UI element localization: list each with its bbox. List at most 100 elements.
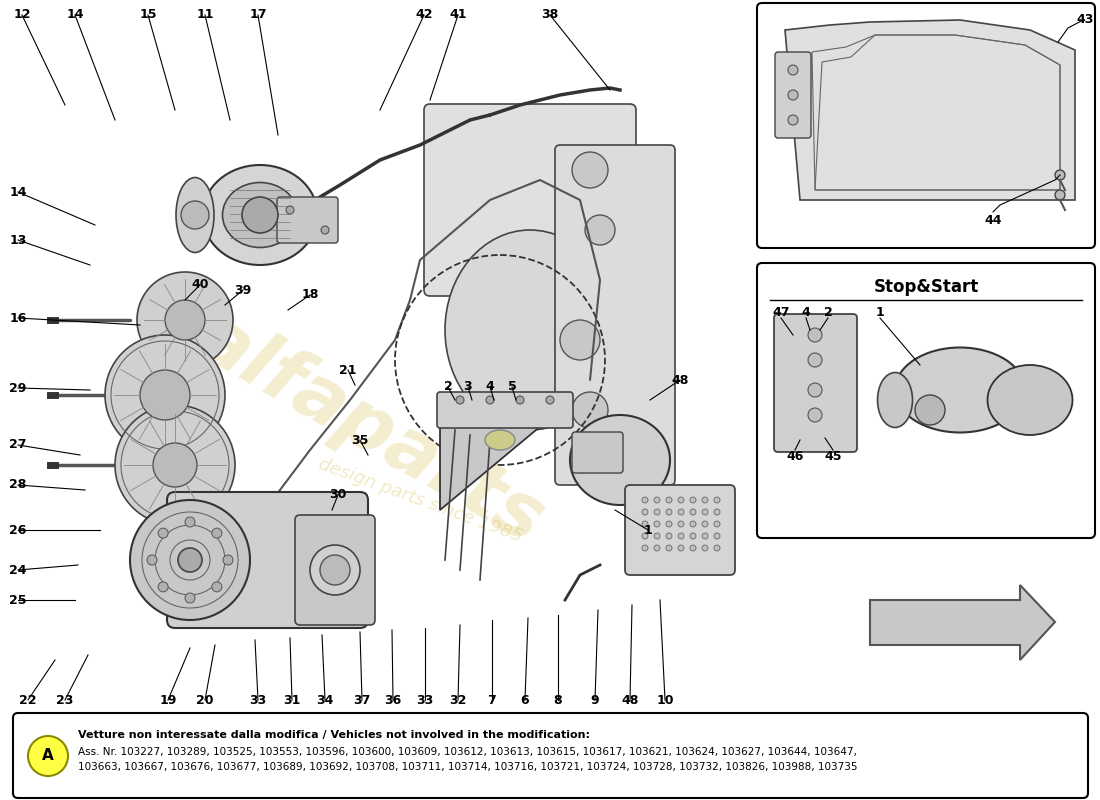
- Text: 41: 41: [449, 9, 466, 22]
- Text: 5: 5: [507, 381, 516, 394]
- Circle shape: [140, 370, 190, 420]
- Ellipse shape: [988, 365, 1072, 435]
- Circle shape: [714, 497, 720, 503]
- Text: 1: 1: [876, 306, 884, 318]
- Circle shape: [702, 509, 708, 515]
- Circle shape: [890, 385, 910, 405]
- Ellipse shape: [138, 272, 233, 368]
- Text: 36: 36: [384, 694, 402, 706]
- Text: A: A: [42, 749, 54, 763]
- Circle shape: [242, 197, 278, 233]
- Ellipse shape: [485, 430, 515, 450]
- Text: 32: 32: [449, 694, 466, 706]
- Circle shape: [286, 206, 294, 214]
- Text: 17: 17: [250, 9, 266, 22]
- Text: 16: 16: [9, 311, 26, 325]
- Text: 27: 27: [9, 438, 26, 451]
- Circle shape: [666, 509, 672, 515]
- Circle shape: [678, 521, 684, 527]
- Circle shape: [212, 528, 222, 538]
- Text: 46: 46: [786, 450, 804, 463]
- Text: 22: 22: [20, 694, 36, 706]
- Circle shape: [654, 545, 660, 551]
- Text: 26: 26: [9, 523, 26, 537]
- Circle shape: [690, 497, 696, 503]
- Text: 48: 48: [671, 374, 689, 386]
- Circle shape: [714, 533, 720, 539]
- Polygon shape: [870, 585, 1055, 660]
- Ellipse shape: [878, 373, 913, 427]
- Circle shape: [666, 533, 672, 539]
- Ellipse shape: [176, 178, 214, 253]
- Circle shape: [666, 521, 672, 527]
- Text: 47: 47: [772, 306, 790, 318]
- Circle shape: [560, 320, 600, 360]
- FancyBboxPatch shape: [776, 52, 811, 138]
- Circle shape: [788, 90, 798, 100]
- Text: 44: 44: [984, 214, 1002, 226]
- Circle shape: [702, 521, 708, 527]
- Text: 1: 1: [644, 523, 652, 537]
- Circle shape: [678, 545, 684, 551]
- Text: 40: 40: [191, 278, 209, 291]
- Circle shape: [654, 533, 660, 539]
- Circle shape: [808, 408, 822, 422]
- Text: 48: 48: [621, 694, 639, 706]
- Text: 6: 6: [520, 694, 529, 706]
- FancyBboxPatch shape: [295, 515, 375, 625]
- Circle shape: [158, 582, 168, 592]
- Text: 13: 13: [9, 234, 26, 246]
- Polygon shape: [440, 410, 560, 510]
- Circle shape: [147, 555, 157, 565]
- FancyBboxPatch shape: [167, 492, 368, 628]
- Circle shape: [1055, 170, 1065, 180]
- Circle shape: [516, 396, 524, 404]
- Circle shape: [654, 521, 660, 527]
- Text: 28: 28: [9, 478, 26, 491]
- Circle shape: [678, 509, 684, 515]
- Circle shape: [212, 582, 222, 592]
- Circle shape: [702, 545, 708, 551]
- Circle shape: [714, 509, 720, 515]
- Circle shape: [486, 396, 494, 404]
- Circle shape: [182, 201, 209, 229]
- Text: Vetture non interessate dalla modifica / Vehicles not involved in the modificati: Vetture non interessate dalla modifica /…: [78, 730, 590, 740]
- Circle shape: [702, 497, 708, 503]
- Ellipse shape: [446, 230, 615, 430]
- Text: 33: 33: [417, 694, 433, 706]
- Text: 43: 43: [1076, 13, 1093, 26]
- Text: 4: 4: [485, 381, 494, 394]
- Text: 8: 8: [553, 694, 562, 706]
- Text: 39: 39: [234, 283, 252, 297]
- Ellipse shape: [116, 405, 235, 525]
- Circle shape: [158, 528, 168, 538]
- FancyBboxPatch shape: [774, 314, 857, 452]
- Circle shape: [185, 593, 195, 603]
- FancyBboxPatch shape: [424, 104, 636, 296]
- Text: 33: 33: [250, 694, 266, 706]
- FancyBboxPatch shape: [625, 485, 735, 575]
- Circle shape: [808, 328, 822, 342]
- FancyBboxPatch shape: [757, 263, 1094, 538]
- Text: 103663, 103667, 103676, 103677, 103689, 103692, 103708, 103711, 103714, 103716, : 103663, 103667, 103676, 103677, 103689, …: [78, 762, 858, 772]
- FancyBboxPatch shape: [437, 392, 573, 428]
- Text: 29: 29: [9, 382, 26, 394]
- Text: 34: 34: [317, 694, 333, 706]
- Circle shape: [808, 353, 822, 367]
- Ellipse shape: [104, 335, 226, 455]
- Text: 35: 35: [351, 434, 369, 446]
- Circle shape: [788, 115, 798, 125]
- Text: 45: 45: [824, 450, 842, 463]
- Circle shape: [642, 521, 648, 527]
- Text: Stop&Start: Stop&Start: [873, 278, 979, 296]
- Circle shape: [642, 509, 648, 515]
- Circle shape: [714, 545, 720, 551]
- Circle shape: [678, 497, 684, 503]
- Circle shape: [572, 152, 608, 188]
- Circle shape: [321, 226, 329, 234]
- Ellipse shape: [310, 545, 360, 595]
- Circle shape: [654, 497, 660, 503]
- Text: 31: 31: [284, 694, 300, 706]
- Text: 30: 30: [329, 489, 346, 502]
- Text: 14: 14: [66, 9, 84, 22]
